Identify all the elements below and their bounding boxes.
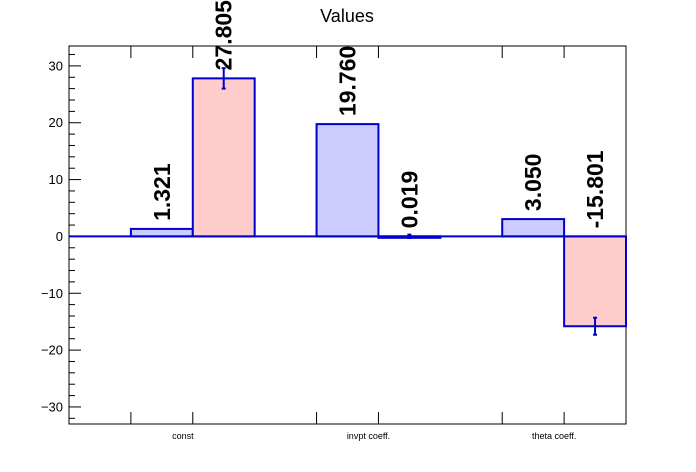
y-tick-label: 30: [49, 58, 63, 73]
chart-title: Values: [320, 6, 374, 26]
x-tick-label: const: [172, 431, 194, 441]
y-tick-label: −10: [41, 286, 63, 301]
data-label: 0.019: [396, 171, 422, 229]
data-labels: 1.321 19.760 3.050 27.805 0.019 -15.801: [149, 0, 608, 228]
data-label: 1.321: [149, 163, 175, 221]
data-label: 3.050: [520, 154, 546, 212]
data-label: 27.805: [211, 0, 237, 70]
y-tick-label: 20: [49, 115, 63, 130]
x-tick-label: invpt coeff.: [347, 431, 390, 441]
x-axis: const invpt coeff. theta coeff.: [130, 46, 576, 441]
bar: [563, 235, 627, 328]
y-tick-label: 10: [49, 172, 63, 187]
plot-frame: [68, 45, 627, 425]
bar: [501, 218, 566, 238]
bar: [129, 227, 194, 238]
bar: [191, 77, 256, 238]
y-tick-label: −30: [41, 399, 63, 414]
bar: [315, 123, 380, 238]
x-tick-label: theta coeff.: [532, 431, 576, 441]
data-label: 19.760: [335, 46, 361, 116]
data-label: -15.801: [582, 150, 608, 228]
y-axis: −30 −20 −10 0 10 20 30: [41, 54, 81, 419]
y-tick-label: −20: [41, 343, 63, 358]
bars: [69, 67, 627, 336]
y-tick-label: 0: [56, 229, 63, 244]
